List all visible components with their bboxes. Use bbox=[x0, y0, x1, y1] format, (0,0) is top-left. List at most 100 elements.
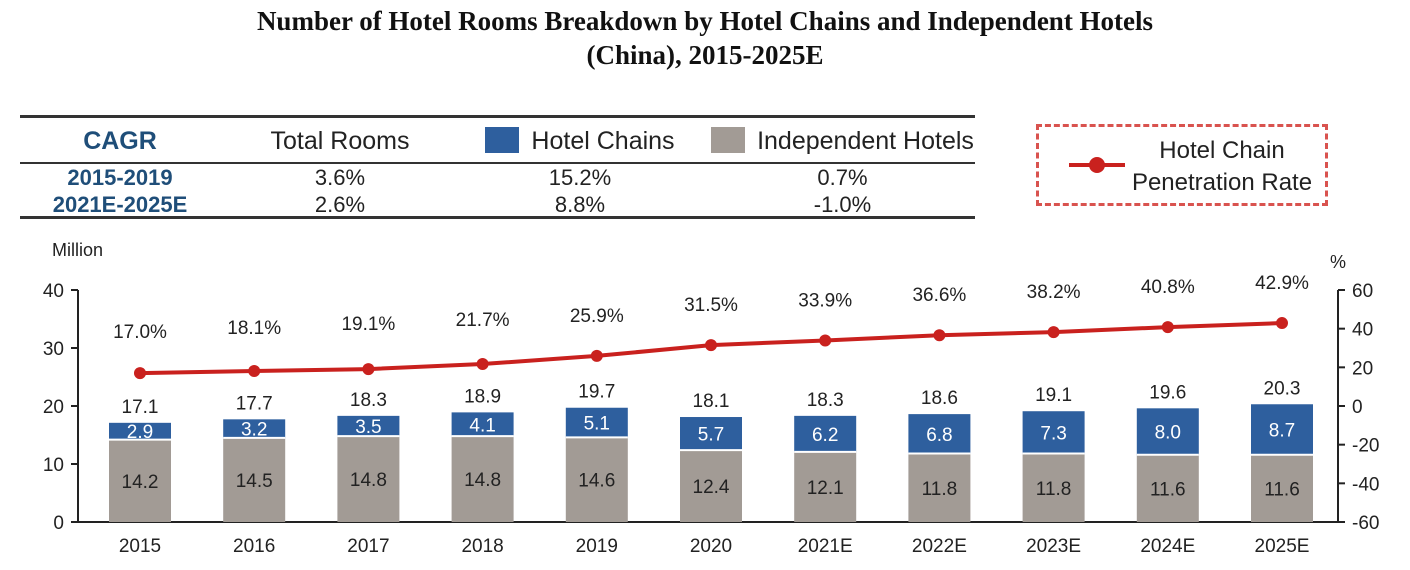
penetration-rate-point bbox=[1276, 317, 1288, 330]
cagr-header-chains: Hotel Chains bbox=[460, 123, 700, 159]
cagr-chains: 8.8% bbox=[554, 192, 606, 217]
total-value-label: 18.3 bbox=[350, 390, 387, 411]
x-tick-label: 2023E bbox=[1026, 536, 1081, 557]
penetration-rate-label: 31.5% bbox=[684, 295, 738, 316]
penetration-rate-point bbox=[134, 367, 146, 380]
independent-bar bbox=[337, 436, 400, 522]
penetration-rate-point bbox=[933, 329, 946, 342]
penetration-rate-point bbox=[248, 365, 261, 378]
cagr-header-total: Total Rooms bbox=[270, 127, 410, 155]
chains-value-label: 2.9 bbox=[127, 422, 153, 443]
independent-bar bbox=[1251, 454, 1313, 522]
independent-value-label: 14.6 bbox=[578, 471, 615, 492]
independent-bar bbox=[1136, 454, 1199, 522]
chains-bar bbox=[1136, 408, 1199, 455]
cagr-table: CAGR Total Rooms Hotel Chains Independen… bbox=[20, 115, 975, 219]
total-value-label: 18.1 bbox=[693, 391, 730, 412]
left-y-axis-label: Million bbox=[52, 240, 103, 260]
cagr-total: 2.6% bbox=[314, 192, 366, 217]
total-value-label: 17.7 bbox=[236, 393, 273, 414]
right-y-axis-label: % bbox=[1330, 252, 1346, 272]
right-y-tick-label: -40 bbox=[1352, 474, 1379, 495]
chains-bar bbox=[908, 414, 971, 454]
cagr-independent: 0.7% bbox=[817, 165, 868, 190]
cagr-table-divider bbox=[20, 162, 975, 164]
left-y-tick-label: 10 bbox=[43, 455, 64, 476]
cagr-header-label: CAGR bbox=[83, 127, 157, 155]
x-tick-label: 2016 bbox=[233, 536, 275, 557]
independent-value-label: 14.8 bbox=[464, 470, 501, 491]
penetration-rate-point bbox=[590, 349, 603, 362]
penetration-legend: Hotel Chain Penetration Rate bbox=[1036, 124, 1328, 206]
independent-value-label: 11.8 bbox=[1036, 479, 1072, 500]
total-value-label: 19.6 bbox=[1149, 382, 1186, 403]
chains-bar bbox=[223, 419, 286, 438]
chains-bar bbox=[1251, 404, 1313, 455]
total-value-label: 19.1 bbox=[1035, 385, 1072, 406]
cagr-table-header: CAGR Total Rooms Hotel Chains Independen… bbox=[20, 123, 975, 163]
penetration-legend-line1: Hotel Chain bbox=[1159, 137, 1285, 164]
penetration-rate-point bbox=[1047, 326, 1060, 339]
penetration-rate-label: 18.1% bbox=[227, 318, 281, 339]
cagr-total: 3.6% bbox=[314, 165, 366, 190]
chains-swatch bbox=[485, 127, 520, 153]
chains-value-label: 3.2 bbox=[241, 420, 267, 441]
penetration-rate-point bbox=[1161, 321, 1174, 334]
independent-value-label: 14.8 bbox=[350, 470, 387, 491]
independent-bar bbox=[223, 437, 286, 522]
x-tick-label: 2022E bbox=[912, 536, 967, 557]
x-tick-label: 2021E bbox=[798, 536, 853, 557]
penetration-rate-point bbox=[819, 334, 832, 347]
chains-value-label: 8.0 bbox=[1155, 423, 1181, 444]
cagr-independent: -1.0% bbox=[813, 192, 872, 217]
independent-value-label: 11.6 bbox=[1150, 479, 1186, 500]
penetration-legend-marker bbox=[1089, 157, 1105, 173]
penetration-rate-label: 25.9% bbox=[570, 306, 624, 327]
left-y-tick-label: 40 bbox=[43, 281, 64, 302]
penetration-rate-label: 40.8% bbox=[1141, 277, 1195, 298]
chart-title: Number of Hotel Rooms Breakdown by Hotel… bbox=[0, 4, 1410, 72]
cagr-header-chains-label: Hotel Chains bbox=[531, 127, 675, 155]
left-y-tick-label: 30 bbox=[43, 339, 64, 360]
chains-bar bbox=[1022, 411, 1085, 454]
right-y-tick-label: 20 bbox=[1352, 358, 1373, 379]
chains-value-label: 4.1 bbox=[469, 415, 495, 436]
right-y-tick-label: -60 bbox=[1352, 513, 1379, 534]
left-y-tick-label: 0 bbox=[53, 513, 64, 534]
penetration-rate-point bbox=[362, 363, 375, 376]
cagr-period: 2021E-2025E bbox=[52, 192, 188, 217]
cagr-header-independent: Independent Hotels bbox=[710, 123, 975, 159]
penetration-rate-point bbox=[705, 339, 717, 352]
x-tick-label: 2024E bbox=[1140, 536, 1195, 557]
chains-bar bbox=[109, 422, 171, 440]
right-y-tick-label: 0 bbox=[1352, 397, 1363, 418]
independent-value-label: 12.4 bbox=[693, 477, 730, 498]
independent-value-label: 11.8 bbox=[922, 479, 958, 500]
independent-bar bbox=[908, 453, 971, 522]
independent-swatch bbox=[711, 127, 746, 153]
x-tick-label: 2018 bbox=[461, 536, 503, 557]
chains-value-label: 8.7 bbox=[1269, 420, 1295, 441]
penetration-rate-label: 33.9% bbox=[798, 290, 852, 311]
independent-bar bbox=[680, 450, 742, 522]
total-value-label: 19.7 bbox=[578, 382, 615, 403]
chains-value-label: 5.7 bbox=[698, 425, 724, 446]
independent-bar bbox=[109, 439, 171, 522]
total-value-label: 20.3 bbox=[1264, 378, 1301, 399]
penetration-rate-label: 36.6% bbox=[912, 285, 966, 306]
total-value-label: 17.1 bbox=[122, 397, 159, 418]
cagr-table-row: 2021E-2025E 2.6% 8.8% -1.0% bbox=[20, 192, 975, 217]
cagr-table-row: 2015-2019 3.6% 15.2% 0.7% bbox=[20, 165, 975, 190]
x-tick-label: 2020 bbox=[690, 536, 732, 557]
chart-title-line1: Number of Hotel Rooms Breakdown by Hotel… bbox=[256, 6, 1154, 36]
penetration-rate-label: 42.9% bbox=[1255, 273, 1309, 294]
total-value-label: 18.9 bbox=[464, 386, 501, 407]
penetration-legend-label: Hotel Chain Penetration Rate bbox=[1119, 135, 1325, 199]
penetration-rate-label: 17.0% bbox=[113, 322, 167, 343]
right-y-tick-label: 60 bbox=[1352, 281, 1373, 302]
total-value-label: 18.3 bbox=[807, 390, 844, 411]
x-tick-label: 2015 bbox=[119, 536, 161, 557]
chains-bar bbox=[565, 407, 628, 438]
cagr-period: 2015-2019 bbox=[67, 165, 173, 190]
